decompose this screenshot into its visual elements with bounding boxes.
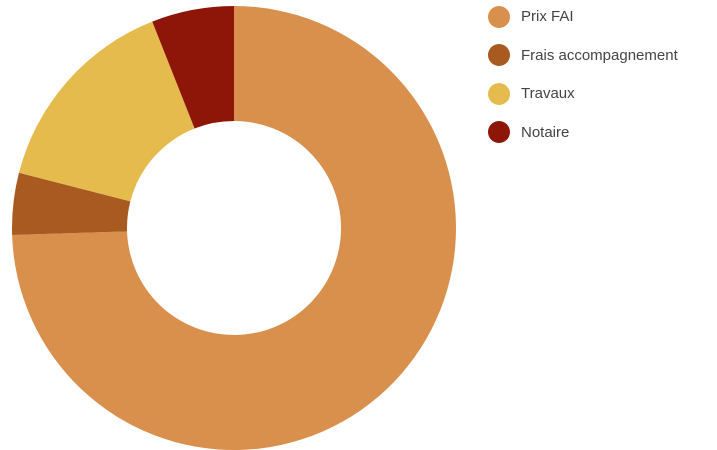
slice-travaux[interactable] — [18, 21, 195, 202]
legend-item[interactable]: Frais accompagnement — [488, 43, 678, 68]
legend-label: Frais accompagnement — [521, 46, 678, 64]
slice-frais-accompagnement[interactable] — [12, 172, 131, 235]
legend-label: Notaire — [521, 123, 570, 141]
legend-label: Prix FAI — [521, 8, 574, 25]
donut-chart — [12, 6, 456, 450]
chart-legend: Prix FAI Frais accompagnement Travaux Notai… — [488, 4, 678, 158]
slice-notaire[interactable] — [152, 6, 234, 129]
slice-prix-fai[interactable] — [12, 6, 456, 450]
legend-item[interactable]: Travaux — [488, 81, 678, 106]
legend-swatch — [488, 5, 510, 28]
legend-swatch — [488, 44, 510, 66]
legend-item[interactable]: Prix FAI — [488, 4, 678, 29]
legend-label: Travaux — [521, 85, 575, 102]
legend-item[interactable]: Notaire — [488, 120, 678, 145]
legend-swatch — [488, 121, 510, 143]
donut-slices — [12, 6, 456, 450]
legend-swatch — [488, 82, 510, 105]
